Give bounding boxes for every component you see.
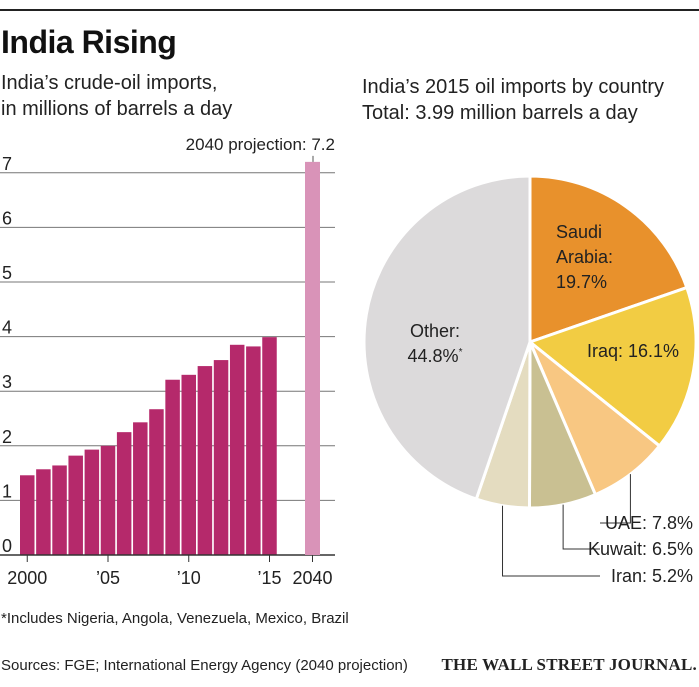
bar-chart-subtitle: India’s crude-oil imports, in millions o… [1,70,232,122]
pie-label-saudi-arabia: Saudi Arabia: 19.7% [556,222,613,292]
bar-chart-y-axis: 0 1 2 3 4 5 6 7 [2,154,12,556]
bar-2005 [100,445,116,555]
bar-2001 [36,469,51,555]
pie-chart-subtitle-line-1: India’s 2015 oil imports by country [362,76,665,98]
y-tick-label-5: 5 [2,263,12,283]
bar-2008 [149,409,164,555]
leader-line-uae [600,474,631,524]
bar-2004 [84,449,100,555]
pie-label-kuwait: Kuwait: 6.5% [588,539,693,559]
pie-label-other: Other: 44.8%* [408,321,463,366]
y-tick-label-1: 1 [2,481,12,501]
y-tick-label-3: 3 [2,372,12,392]
x-tick-label-2040: 2040 [292,568,332,588]
bar-chart-subtitle-line-1: India’s crude-oil imports, [1,72,218,94]
x-tick-label-2005: ’05 [96,568,120,588]
y-tick-label-4: 4 [2,318,12,338]
leader-line-iran [502,505,600,577]
pie-slice-other [362,174,532,501]
footnote: *Includes Nigeria, Angola, Venezuela, Me… [1,610,349,627]
bar-2009 [165,379,180,555]
bar-2015 [262,337,277,555]
bar-chart-bars [20,337,277,555]
x-tick-label-2015: ’15 [257,568,281,588]
chart-title: India Rising [1,24,177,60]
y-tick-label-2: 2 [2,427,12,447]
bar-2003 [68,455,83,555]
y-tick-label-7: 7 [2,154,12,174]
bar-2011 [197,366,213,555]
bar-chart-x-axis: 2000 ’05 ’10 ’15 2040 [0,554,335,588]
pie-label-iraq: Iraq: 16.1% [587,341,679,361]
pie-chart-subtitle-line-2: Total: 3.99 million barrels a day [362,102,638,124]
bar-2000 [20,475,35,555]
bar-2002 [52,465,67,555]
bar-2040-projection [305,161,320,555]
pie-chart-slices [362,174,698,510]
sources-note: Sources: FGE; International Energy Agenc… [1,657,408,674]
publisher-credit: THE WALL STREET JOURNAL. [441,655,697,674]
bar-2012 [213,360,229,555]
pie-label-iran: Iran: 5.2% [611,566,693,586]
x-tick-label-2010: ’10 [177,568,201,588]
pie-chart-subtitle: India’s 2015 oil imports by country Tota… [362,74,664,126]
top-rule [0,9,699,11]
x-tick-label-2000: 2000 [7,568,47,588]
y-tick-label-0: 0 [2,536,12,556]
bar-2007 [133,422,148,555]
leader-line-kuwait [562,504,600,550]
projection-label: 2040 projection: 7.2 [186,135,335,154]
bar-chart-projection: 2040 projection: 7.2 [186,135,335,555]
bar-2014 [246,346,261,555]
pie-slice-iraq [526,285,698,449]
bar-chart-subtitle-line-2: in millions of barrels a day [1,98,233,120]
y-tick-label-6: 6 [2,208,12,228]
bar-2010 [181,374,196,555]
bar-2013 [229,344,245,555]
pie-chart-labels: Saudi Arabia: 19.7% Iraq: 16.1% Other: 44.8%*… [408,222,693,586]
bar-2006 [116,432,132,555]
pie-label-uae: UAE: 7.8% [605,513,693,533]
